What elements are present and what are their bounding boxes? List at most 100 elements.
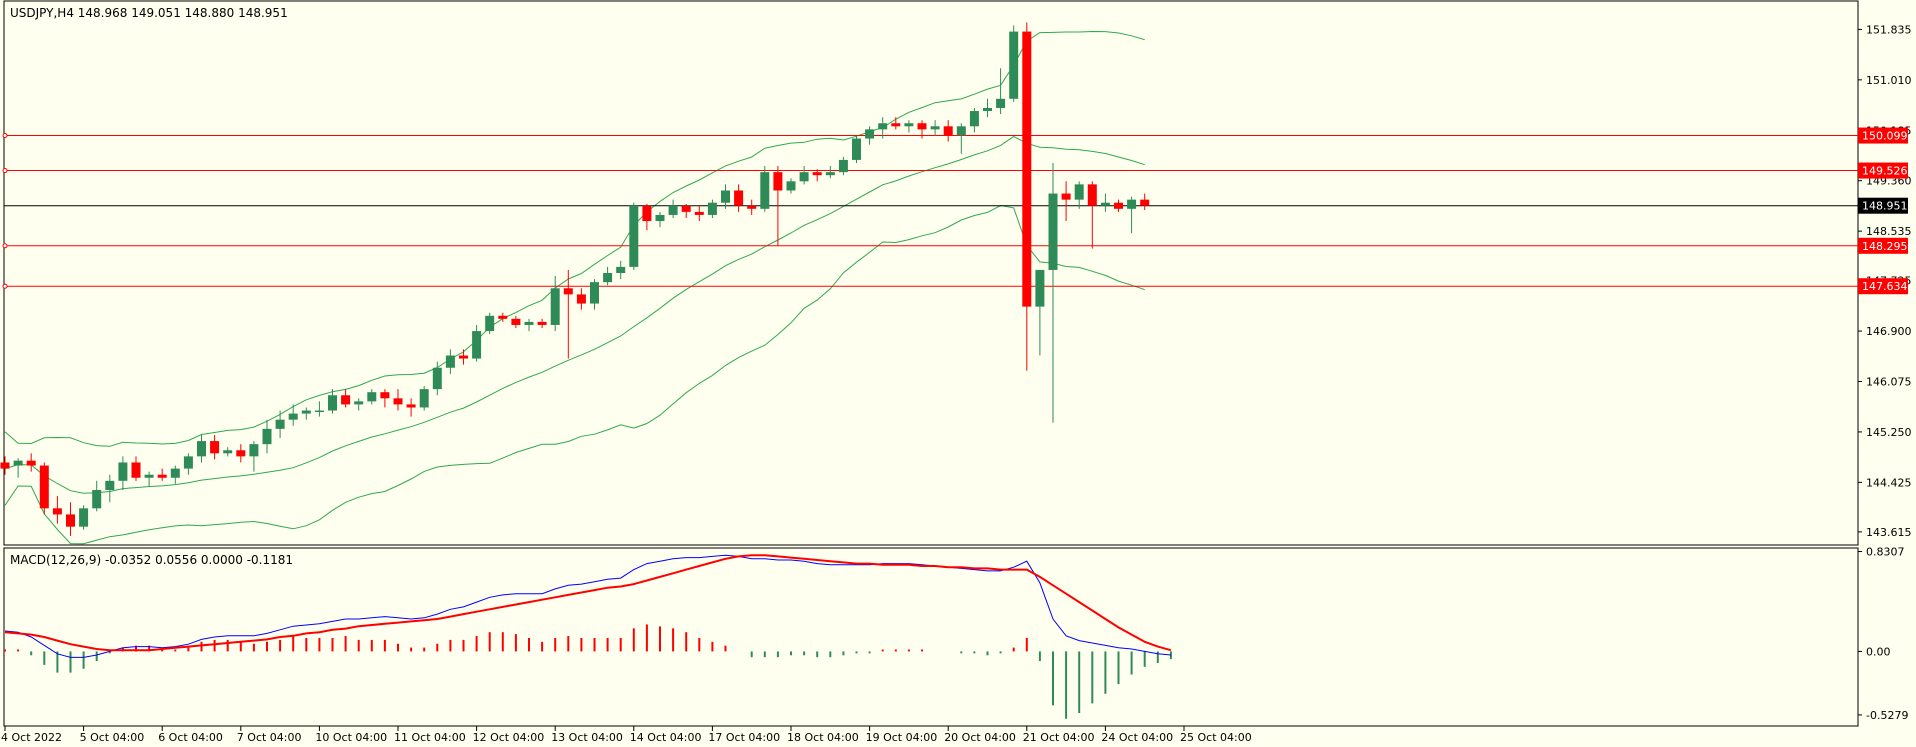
candle-body <box>511 318 521 325</box>
candle <box>865 126 875 145</box>
time-tick-label: 10 Oct 04:00 <box>315 731 387 744</box>
candle-body <box>681 205 691 212</box>
candle-body <box>930 126 940 130</box>
time-tick-label: 17 Oct 04:00 <box>708 731 780 744</box>
candle-body <box>1035 269 1045 307</box>
candle <box>249 441 259 472</box>
candle-body <box>236 450 246 457</box>
level-anchor-handle[interactable] <box>2 168 8 174</box>
candle <box>1048 162 1058 423</box>
current-price-box <box>1858 197 1908 214</box>
candle <box>747 199 757 215</box>
candle-body <box>1048 193 1058 270</box>
candle-body <box>79 508 89 527</box>
macd-tick-label: 0.00 <box>1866 645 1891 658</box>
candle <box>511 315 521 329</box>
level-anchor-handle[interactable] <box>2 133 8 139</box>
candle <box>563 269 573 359</box>
time-tick-label: 18 Oct 04:00 <box>787 731 859 744</box>
candle <box>996 68 1006 115</box>
level-anchor-handle[interactable] <box>2 283 8 289</box>
candle <box>39 462 49 515</box>
candle-body <box>956 126 966 136</box>
candle-body <box>380 392 390 399</box>
current-price-label: 148.951 <box>1862 200 1908 213</box>
candle-body <box>747 205 757 209</box>
candle-body <box>838 159 848 173</box>
candle <box>432 361 442 396</box>
candle <box>891 117 901 130</box>
candle-body <box>1087 184 1097 206</box>
price-tick-label: 146.900 <box>1866 325 1912 338</box>
candle <box>681 203 691 218</box>
candle <box>236 444 246 463</box>
price-pane[interactable]: USDJPY,H4 148.968 149.051 148.880 148.95… <box>0 0 1912 546</box>
time-tick-label: 14 Oct 04:00 <box>630 731 702 744</box>
candle <box>773 166 783 246</box>
candle <box>707 199 717 218</box>
candle <box>183 453 193 475</box>
candle <box>223 447 233 457</box>
candle <box>550 276 560 332</box>
time-tick-label: 12 Oct 04:00 <box>473 731 545 744</box>
candle-body <box>262 428 272 445</box>
candle <box>1100 193 1110 212</box>
candle-body <box>603 273 613 283</box>
candle-body <box>223 450 233 454</box>
candle <box>799 166 809 185</box>
candle <box>1074 181 1084 209</box>
candle <box>367 389 377 405</box>
candle <box>825 166 835 179</box>
candle-body <box>655 214 665 222</box>
candle <box>0 456 10 475</box>
candle-body <box>550 288 560 325</box>
candle <box>1140 193 1150 211</box>
price-tick-label: 143.615 <box>1866 526 1912 539</box>
candle-body <box>66 514 75 527</box>
candle <box>354 398 364 411</box>
macd-pane[interactable]: MACD(12,26,9) -0.0352 0.0556 0.0000 -0.1… <box>3 546 1908 727</box>
time-tick-label: 25 Oct 04:00 <box>1180 731 1252 744</box>
candle <box>590 279 599 310</box>
price-tick-label: 145.250 <box>1866 426 1912 439</box>
candle-body <box>878 123 888 130</box>
candle <box>92 480 102 512</box>
level-label: 149.526 <box>1862 165 1908 178</box>
candle <box>341 389 351 408</box>
candle-body <box>1074 184 1084 200</box>
candle-body <box>721 190 730 203</box>
candle-body <box>0 462 10 469</box>
candle-body <box>1114 202 1123 209</box>
candle <box>1127 196 1137 234</box>
candle <box>144 471 154 487</box>
horizontal-levels[interactable] <box>2 133 1858 289</box>
candle-body <box>563 288 573 295</box>
candle <box>721 184 730 209</box>
level-label: 148.295 <box>1862 240 1908 253</box>
time-tick-label: 7 Oct 04:00 <box>237 731 302 744</box>
candle <box>930 120 940 136</box>
candle-body <box>419 389 429 408</box>
candle-body <box>498 315 508 319</box>
candle-body <box>314 410 324 413</box>
candle <box>105 474 115 503</box>
macd-tick-label: -0.5279 <box>1866 709 1908 722</box>
candle <box>786 178 796 194</box>
candle <box>603 266 613 286</box>
time-tick-label: 5 Oct 04:00 <box>80 731 145 744</box>
candle-body <box>917 123 927 130</box>
candle-body <box>367 392 377 402</box>
candle <box>13 458 23 478</box>
candle <box>26 453 36 472</box>
level-label-box <box>1858 237 1908 254</box>
candle <box>498 312 508 322</box>
level-anchor-handle[interactable] <box>2 243 8 249</box>
candle <box>1035 269 1045 356</box>
time-tick-label: 20 Oct 04:00 <box>944 731 1016 744</box>
level-label-box <box>1858 278 1908 295</box>
candle <box>537 318 547 329</box>
candle-body <box>131 462 141 478</box>
candle-body <box>969 111 979 127</box>
candle <box>760 166 770 212</box>
